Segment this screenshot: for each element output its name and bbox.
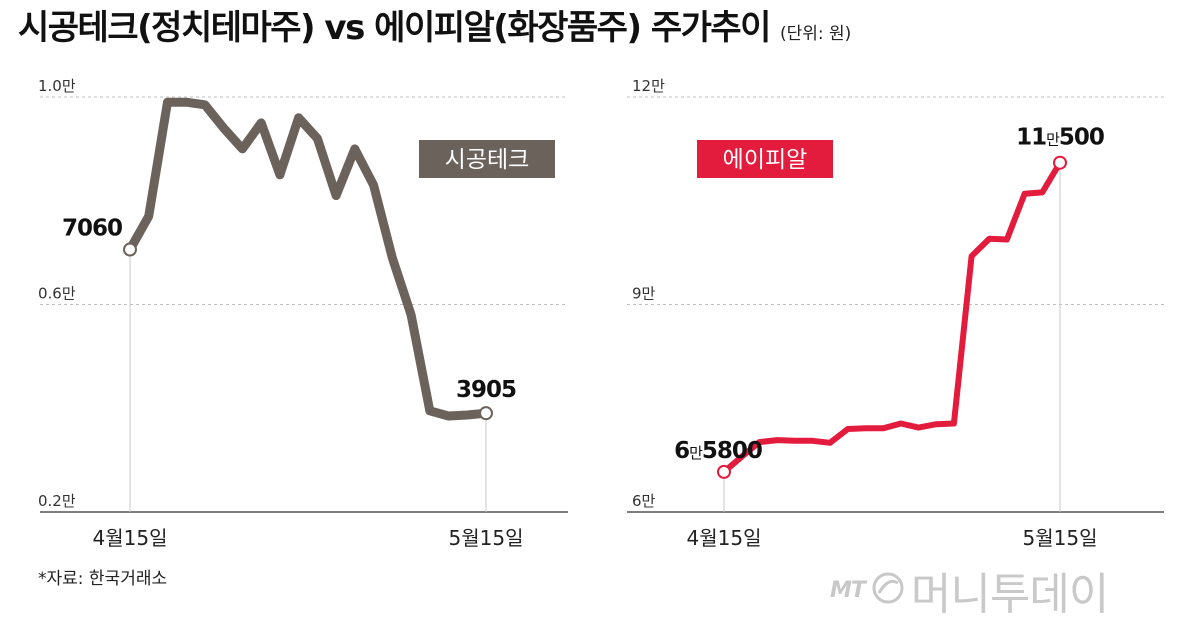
y-tick-label: 9만 (632, 285, 656, 303)
data-label: 3905 (456, 377, 516, 403)
y-tick-label: 1.0만 (38, 77, 76, 95)
endpoint-marker (123, 242, 137, 257)
series-line (721, 159, 1063, 475)
endpoint-marker (479, 406, 493, 421)
endpoint-marker (1053, 155, 1067, 170)
publisher-logo: MT 머니투데이 (830, 560, 1109, 620)
y-tick-label: 0.6만 (38, 285, 76, 303)
series-label-box (697, 140, 833, 178)
data-label: 7060 (62, 216, 122, 242)
series-label-box (419, 140, 555, 178)
x-tick-label: 4월15일 (687, 526, 762, 550)
data-label: 6만5800 (674, 438, 762, 464)
brand-name: 머니투데이 (910, 569, 1109, 620)
endpoint-marker (717, 464, 731, 479)
source-note: *자료: 한국거래소 (38, 569, 168, 589)
series-label-text: 에이피알 (723, 147, 808, 173)
mt-swoosh-icon (871, 571, 905, 609)
y-tick-label: 6만 (632, 492, 656, 510)
mt-logo-text: MT (830, 577, 866, 603)
chart-title-block: 시공테크(정치테마주) vs 에이피알(화장품주) 주가추이 (단위: 원) (18, 0, 852, 48)
chart-1: 0.2만 0.6만 1.0만 4월15일 5월15일 시공테크 7060 3905 (38, 77, 568, 550)
x-tick-label: 5월15일 (1023, 526, 1098, 550)
y-tick-label: 12만 (632, 77, 665, 95)
y-tick-label: 0.2만 (38, 492, 76, 510)
data-label: 11만500 (1016, 125, 1104, 151)
chart-title: 시공테크(정치테마주) vs 에이피알(화장품주) 주가추이 (18, 8, 771, 48)
x-tick-label: 5월15일 (449, 526, 524, 550)
unit-label: (단위: 원) (779, 24, 852, 44)
x-tick-label: 4월15일 (93, 526, 168, 550)
chart-2: 6만 9만 12만 4월15일 5월15일 에이피알 6만5800 11만500 (627, 77, 1164, 550)
series-label-text: 시공테크 (445, 147, 530, 173)
series-line (125, 97, 491, 421)
